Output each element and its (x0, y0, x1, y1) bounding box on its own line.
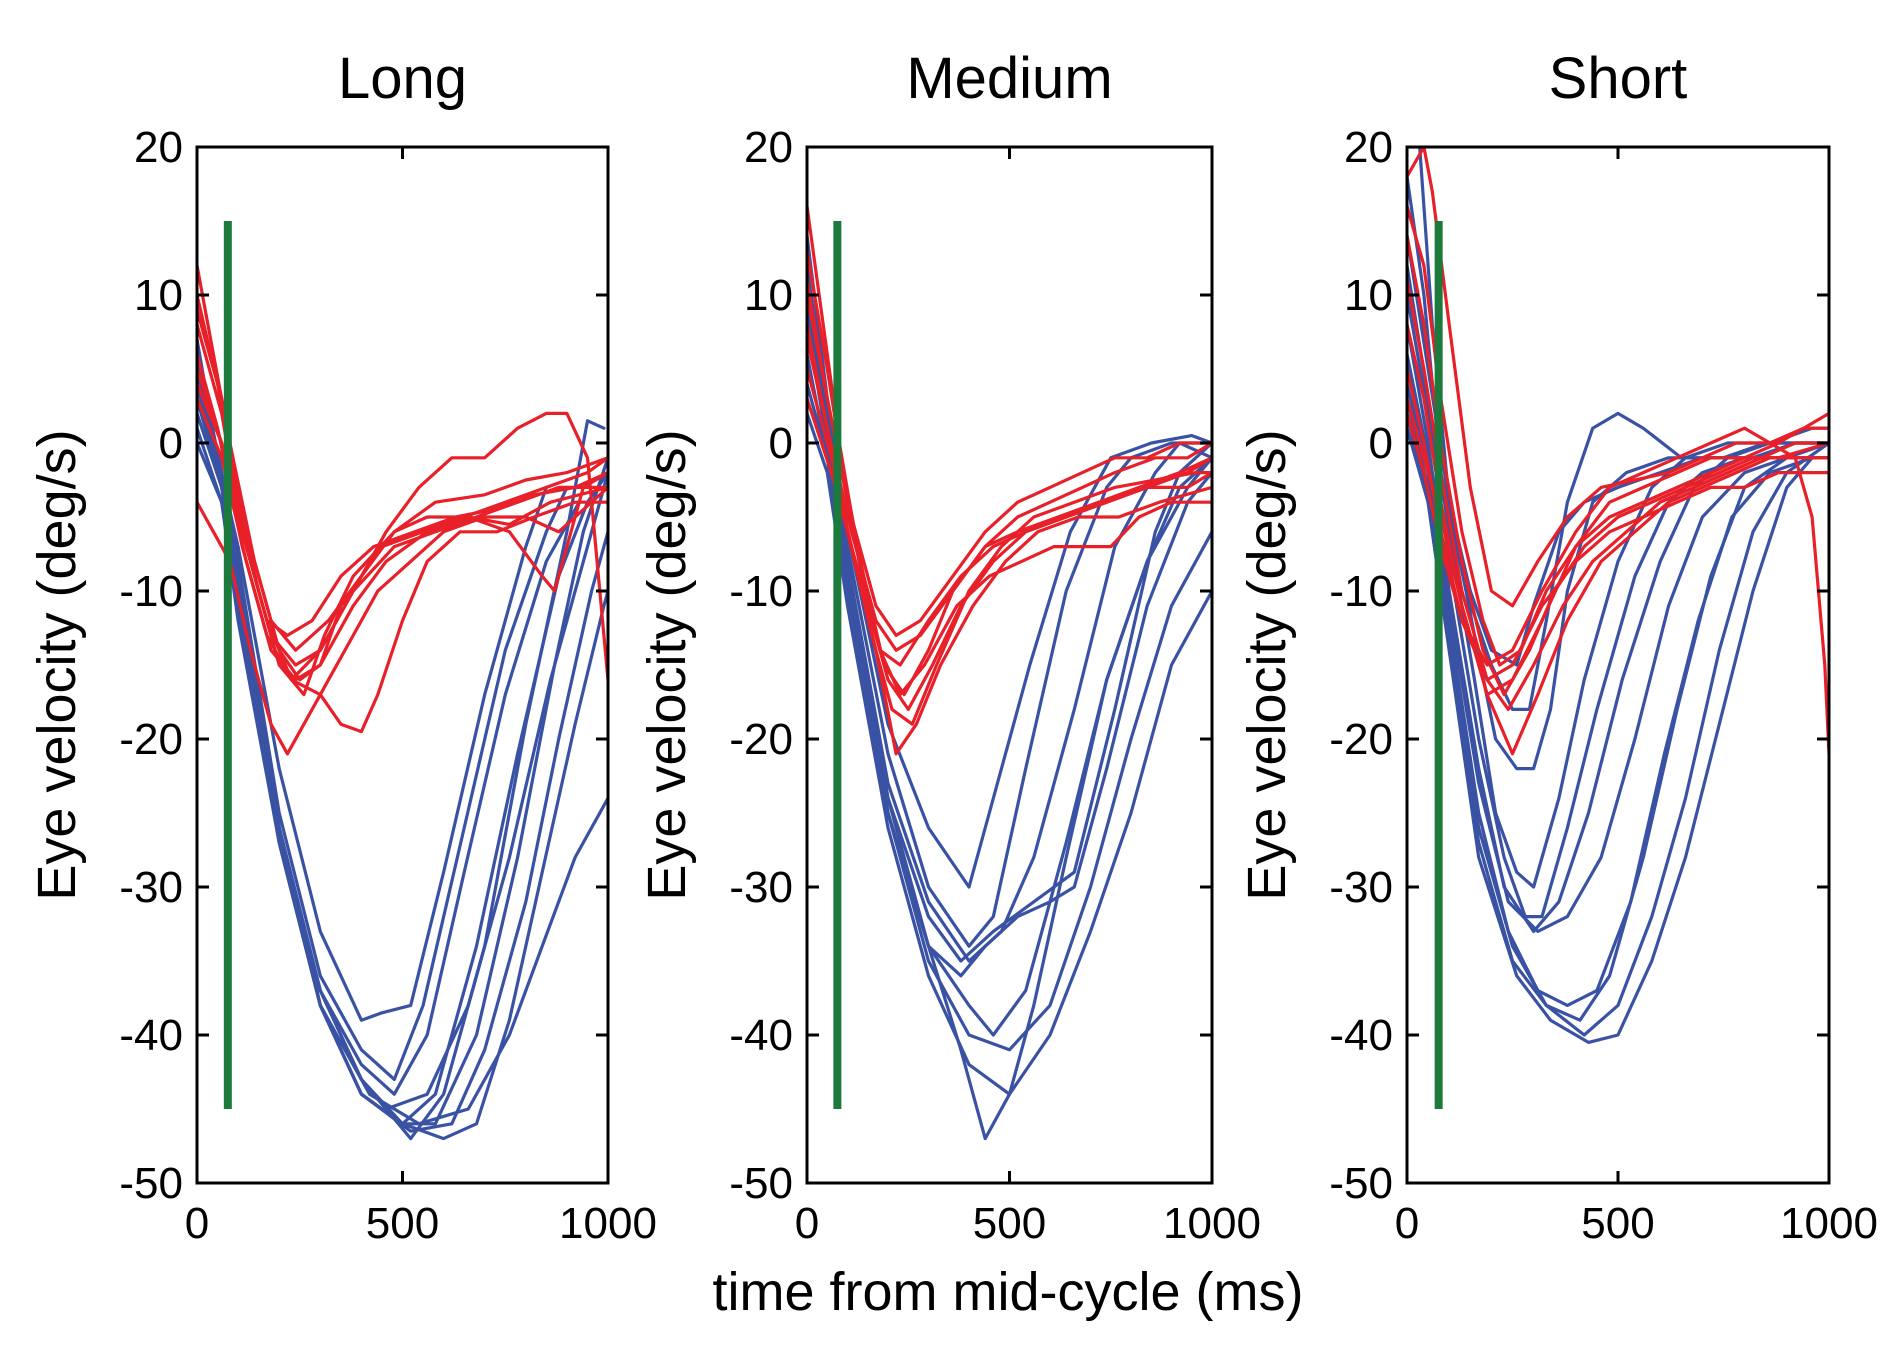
y-axis-label: Eye velocity (deg/s) (637, 429, 697, 900)
y-tick-label: -30 (1329, 863, 1393, 912)
panel-long: Long Eye velocity (deg/s) 20 10 0 -10 -20 -30 -4… (27, 46, 657, 1248)
panel-title: Short (1549, 46, 1688, 111)
y-tick-label: -50 (729, 1159, 793, 1208)
red-trace-5 (1407, 323, 1829, 756)
x-tick-label: 0 (185, 1199, 209, 1248)
y-tick-label: 20 (134, 123, 183, 172)
panel-medium: Medium Eye velocity (deg/s) 20 10 0 -10 -20 -30… (637, 46, 1261, 1248)
blue-trace-10 (197, 352, 608, 1126)
plot-area (807, 204, 1212, 1141)
red-trace-9 (197, 308, 608, 652)
blue-trace-10 (1407, 426, 1829, 1044)
blue-trace-1 (807, 234, 1212, 889)
blue-trace-7 (197, 426, 608, 1133)
red-trace-6 (1407, 367, 1829, 682)
y-tick-label: -40 (1329, 1011, 1393, 1060)
x-tick-label: 1000 (1780, 1199, 1878, 1248)
y-tick-label: 0 (1369, 419, 1393, 468)
y-tick-label: -20 (119, 715, 183, 764)
red-trace-7 (807, 323, 1212, 652)
red-trace-7 (1407, 411, 1829, 756)
y-tick-label: 10 (1344, 271, 1393, 320)
blue-trace-8 (1407, 397, 1829, 1022)
panel-short: Short Eye velocity (deg/s) 20 10 0 -10 -20 -30 -… (1237, 46, 1878, 1248)
y-axis-label: Eye velocity (deg/s) (27, 429, 87, 900)
x-tick-label: 1000 (559, 1199, 657, 1248)
blue-trace-7 (1407, 382, 1829, 1007)
red-trace-8 (807, 278, 1212, 637)
y-tick-label: 0 (769, 419, 793, 468)
red-trace-8 (197, 382, 608, 682)
blue-trace-6 (197, 411, 608, 1126)
x-axis-label: time from mid-cycle (ms) (713, 1262, 1304, 1322)
blue-trace-9 (807, 308, 1212, 978)
y-tick-label: 20 (744, 123, 793, 172)
blue-trace-8 (197, 441, 608, 1141)
blue-trace-8 (807, 278, 1212, 1141)
red-trace-4 (1407, 278, 1829, 711)
x-tick-label: 500 (973, 1199, 1046, 1248)
blue-trace-5 (197, 397, 606, 1141)
plot-area (197, 263, 608, 1141)
blue-trace-5 (1407, 323, 1829, 933)
y-tick-label: -10 (1329, 567, 1393, 616)
red-trace-1 (1407, 147, 1829, 608)
plot-area (1407, 147, 1829, 1044)
panel-title: Long (338, 46, 467, 111)
red-trace-6 (197, 397, 608, 682)
blue-trace-1 (197, 337, 548, 1022)
y-tick-label: -30 (119, 863, 183, 912)
panel-title: Medium (906, 46, 1112, 111)
red-trace-7 (197, 485, 608, 756)
y-axis-label: Eye velocity (deg/s) (1237, 429, 1297, 900)
x-tick-label: 0 (1395, 1199, 1419, 1248)
y-tick-label: -30 (729, 863, 793, 912)
blue-trace-6 (1407, 352, 1829, 933)
y-tick-label: -10 (119, 567, 183, 616)
x-tick-label: 500 (1581, 1199, 1654, 1248)
y-tick-label: -50 (119, 1159, 183, 1208)
blue-trace-11 (1407, 147, 1829, 667)
red-trace-2 (1407, 204, 1829, 667)
blue-trace-6 (807, 382, 1212, 1052)
y-tick-label: -50 (1329, 1159, 1393, 1208)
y-tick-label: 20 (1344, 123, 1393, 172)
y-tick-label: -20 (1329, 715, 1393, 764)
y-tick-label: 0 (159, 419, 183, 468)
y-tick-label: -40 (729, 1011, 793, 1060)
axes-frame (1405, 145, 1831, 1185)
y-tick-label: -40 (119, 1011, 183, 1060)
x-tick-label: 1000 (1163, 1199, 1261, 1248)
y-tick-label: 10 (744, 271, 793, 320)
y-tick-label: -10 (729, 567, 793, 616)
blue-trace-7 (807, 411, 1212, 1096)
y-tick-label: -20 (729, 715, 793, 764)
x-tick-label: 500 (366, 1199, 439, 1248)
x-tick-label: 0 (795, 1199, 819, 1248)
red-trace-8 (1407, 397, 1829, 697)
blue-trace-2 (197, 352, 569, 1081)
blue-trace-4 (197, 367, 608, 1126)
red-trace-6 (807, 397, 1212, 697)
y-tick-label: 10 (134, 271, 183, 320)
